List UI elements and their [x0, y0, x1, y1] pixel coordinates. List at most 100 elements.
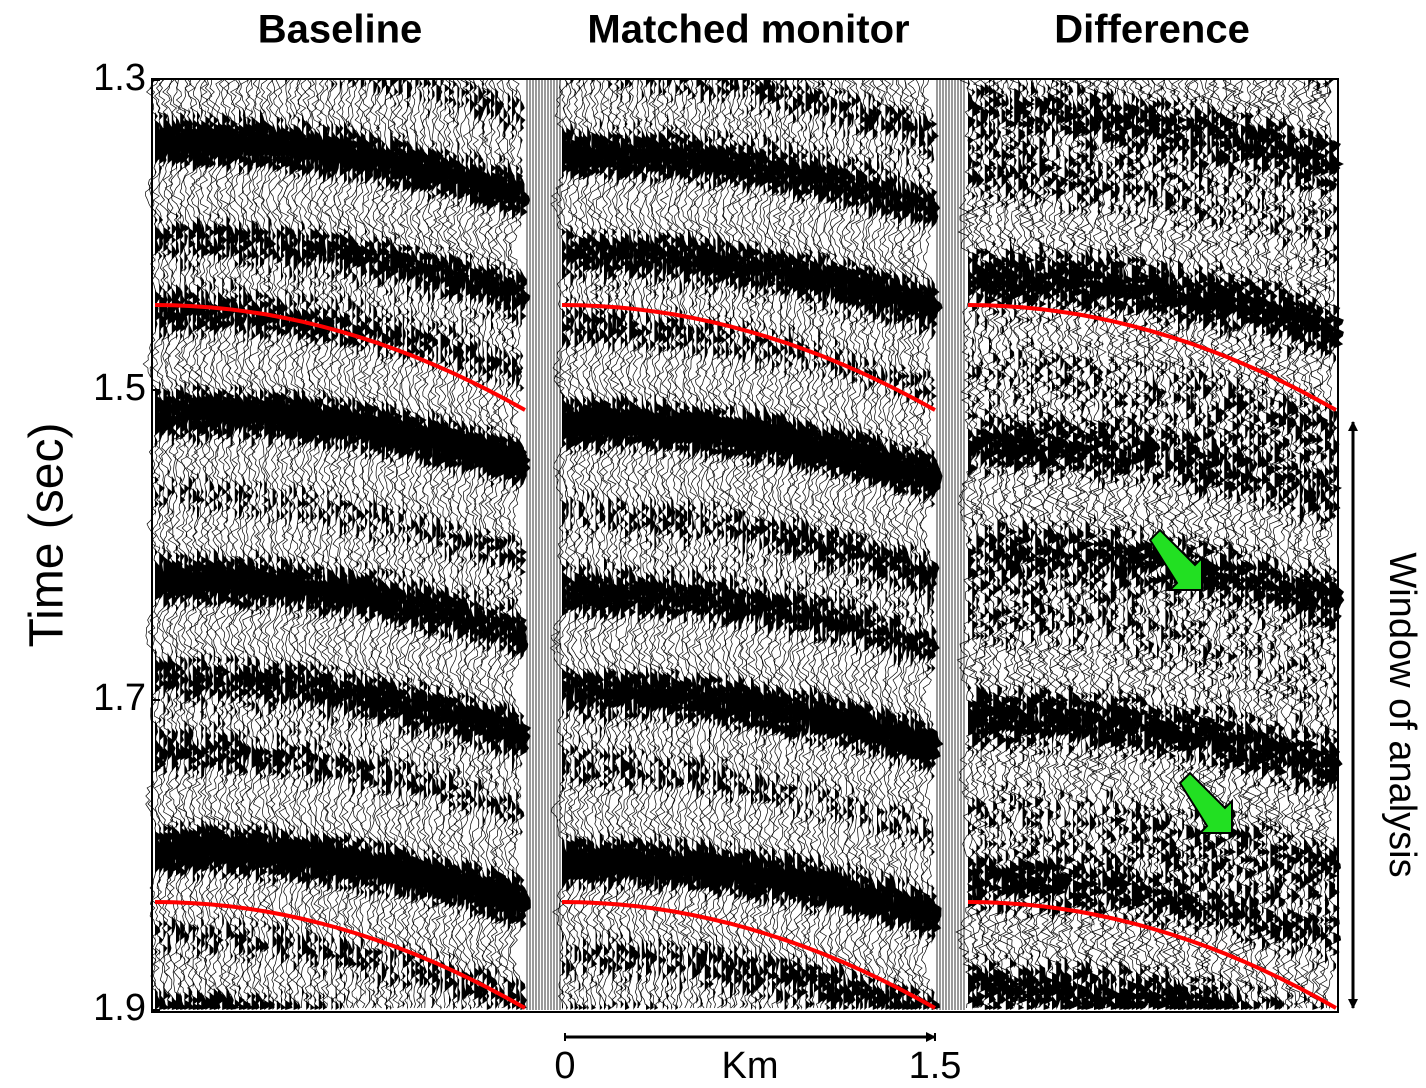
- wiggle-trace: [142, 79, 167, 1009]
- wiggle-fill: [910, 80, 921, 1010]
- wiggle-trace: [873, 79, 898, 1009]
- wiggle-fill: [201, 80, 213, 1010]
- wiggle-trace: [1056, 79, 1081, 1009]
- wiggle-fill: [192, 80, 204, 1010]
- wiggle-trace: [420, 79, 445, 1009]
- wiggle-trace: [1107, 79, 1132, 1009]
- wiggle-fill: [667, 80, 678, 1010]
- wiggle-fill: [902, 80, 913, 1010]
- wiggle-fill: [843, 80, 855, 1010]
- wiggle-fill: [889, 80, 901, 1010]
- wiggle-fill: [814, 80, 826, 1010]
- wiggle-trace: [1191, 79, 1214, 1009]
- wiggle-trace: [1232, 79, 1258, 1009]
- wiggle-fill: [222, 80, 234, 1010]
- wiggle-trace: [1221, 79, 1244, 1009]
- wiggle-fill: [1068, 80, 1080, 1010]
- wiggle-trace: [969, 79, 993, 1009]
- wiggle-trace: [818, 79, 844, 1009]
- wiggle-fill: [612, 80, 623, 1010]
- wiggle-trace: [1052, 79, 1076, 1009]
- wiggle-trace: [713, 79, 738, 1009]
- wiggle-fill: [587, 80, 598, 1010]
- wiggle-fill: [318, 80, 330, 1010]
- wiggle-trace: [1200, 79, 1223, 1009]
- y-tick-label: 1.3: [93, 57, 146, 99]
- wiggle-fill: [449, 80, 460, 1010]
- wiggle-trace: [1266, 79, 1291, 1009]
- wiggle-trace: [755, 79, 780, 1009]
- wiggle-fill: [310, 80, 322, 1010]
- wiggle-fill: [893, 80, 905, 1010]
- wiggle-fill: [184, 80, 195, 1010]
- wiggle-fill: [1026, 80, 1037, 1010]
- wiggle-fill: [1253, 80, 1265, 1010]
- wiggle-trace: [849, 79, 872, 1009]
- green-arrow: [1148, 528, 1203, 591]
- wiggle-trace: [398, 79, 423, 1009]
- wiggle-fill: [1190, 80, 1203, 1010]
- wiggle-fill: [520, 80, 531, 1010]
- wiggle-trace: [736, 79, 758, 1009]
- wiggle-trace: [1001, 79, 1026, 1009]
- wiggle-fill: [927, 80, 939, 1010]
- wiggle-trace: [1099, 79, 1124, 1009]
- wiggle-trace: [630, 79, 653, 1009]
- wiggle-fill: [369, 80, 381, 1010]
- wiggle-fill: [428, 80, 440, 1010]
- wiggle-fill: [180, 80, 192, 1010]
- green-arrow: [1178, 771, 1233, 834]
- wiggle-trace: [1293, 79, 1316, 1009]
- wiggle-fill: [1249, 80, 1261, 1010]
- wiggle-trace: [1272, 79, 1295, 1009]
- y-tick-label: 1.9: [93, 987, 146, 1029]
- wiggle-trace: [655, 79, 678, 1009]
- wiggle-fill: [1010, 80, 1022, 1010]
- wiggle-fill: [1257, 80, 1269, 1010]
- wiggle-fill: [968, 80, 978, 1010]
- wiggle-trace: [1183, 79, 1207, 1009]
- wiggle-trace: [702, 80, 726, 1009]
- wiggle-fill: [1232, 80, 1243, 1010]
- wiggle-trace: [868, 79, 892, 1009]
- panel-title: Difference: [1054, 8, 1250, 52]
- wiggle-fill: [641, 80, 653, 1010]
- wiggle-fill: [1333, 80, 1344, 1010]
- wiggle-trace: [462, 79, 486, 1009]
- wiggle-fill: [923, 80, 935, 1010]
- wiggle-trace: [1246, 79, 1270, 1009]
- wiggle-trace: [836, 79, 860, 1009]
- wiggle-fill: [566, 80, 578, 1010]
- wiggle-trace: [865, 79, 889, 1009]
- wiggle-fill: [839, 80, 851, 1010]
- wiggle-trace: [1115, 79, 1139, 1009]
- wiggle-trace: [1124, 79, 1148, 1009]
- wiggle-trace: [890, 79, 914, 1008]
- wiggle-trace: [1095, 79, 1118, 1009]
- wiggle-trace: [718, 79, 743, 1009]
- wiggle-fill: [1169, 80, 1182, 1010]
- wiggle-fill: [197, 80, 209, 1010]
- wiggle-fill: [1299, 80, 1311, 1010]
- wiggle-fill: [474, 80, 486, 1010]
- wiggle-fill: [402, 80, 415, 1010]
- wiggle-fill: [159, 80, 170, 1010]
- wiggle-fill: [1329, 80, 1340, 1010]
- wiggle-trace: [357, 79, 382, 1009]
- wiggle-trace: [662, 79, 688, 1009]
- wiggle-trace: [1313, 79, 1337, 1009]
- wiggle-trace: [1249, 79, 1273, 1009]
- wiggle-fill: [285, 80, 297, 1010]
- wiggle-trace: [1242, 79, 1266, 1009]
- wiggle-trace: [1166, 79, 1191, 1009]
- wiggle-trace: [823, 79, 847, 1009]
- wiggle-trace: [843, 79, 869, 1009]
- wiggle-trace: [955, 79, 978, 1009]
- x-axis-label: Km: [722, 1045, 779, 1087]
- wiggle-trace: [1275, 79, 1298, 1009]
- wiggle-trace: [985, 79, 1010, 1009]
- wiggle-trace: [500, 79, 525, 1009]
- wiggle-trace: [894, 79, 918, 1009]
- wiggle-fill: [700, 80, 713, 1010]
- wiggle-trace: [981, 79, 1005, 1009]
